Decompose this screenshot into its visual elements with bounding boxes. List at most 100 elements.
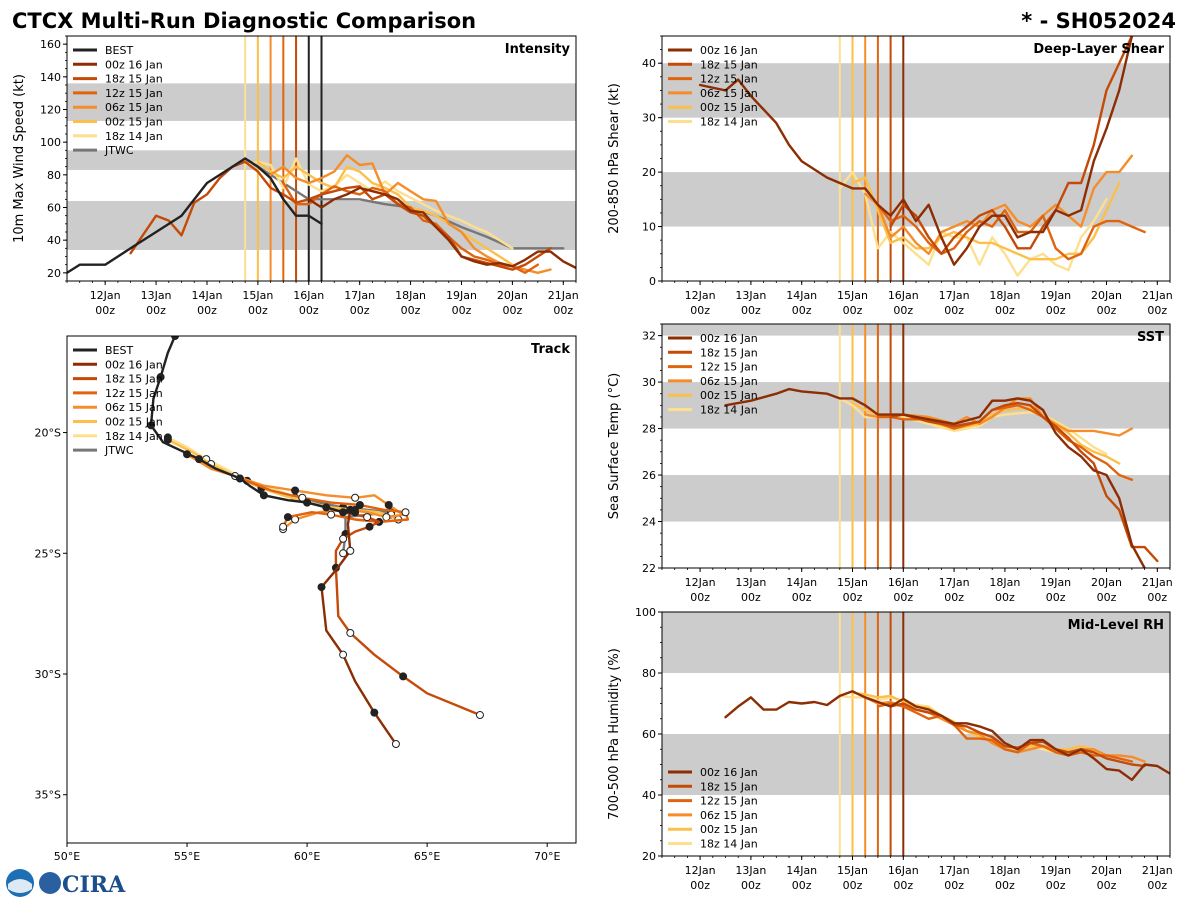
rh-xtick-label: 00z (1147, 879, 1167, 892)
track-ytick-label: 35°S (35, 789, 61, 802)
figure-title: CTCX Multi-Run Diagnostic Comparison (12, 9, 476, 33)
track-track-marker (259, 491, 268, 500)
rh-xtick-label: 15Jan (837, 864, 868, 877)
intensity-xtick-label: 00z (146, 304, 166, 317)
track-track-marker (351, 493, 360, 502)
intensity-xtick-label: 20Jan (497, 289, 528, 302)
track-track-marker (339, 534, 348, 543)
rh-xtick-label: 19Jan (1040, 864, 1071, 877)
intensity-xtick-label: 00z (401, 304, 421, 317)
shear-xtick-label: 00z (893, 304, 913, 317)
rh-title: Mid-Level RH (1068, 618, 1164, 633)
rh-ytick-label: 40 (642, 789, 656, 802)
shear-xtick-label: 00z (1046, 304, 1066, 317)
track-track-marker (195, 455, 204, 464)
track-ytick-label: 20°S (35, 427, 61, 440)
track-track-marker (401, 508, 410, 517)
track-series-18z-15-jan (325, 506, 482, 717)
shear-series-00z-16-jan (698, 36, 1134, 266)
track-track-marker (339, 508, 348, 517)
track-track-marker (303, 498, 312, 507)
intensity-xtick-label: 16Jan (293, 289, 324, 302)
intensity-legend-label: 18z 15 Jan (105, 73, 163, 86)
shear-xtick-label: 00z (1147, 304, 1167, 317)
track-track-marker (370, 708, 379, 717)
shear-xtick-label: 16Jan (888, 289, 919, 302)
track-xtick-label: 50°E (54, 850, 80, 863)
sst-xtick-label: 15Jan (837, 576, 868, 589)
shear-series-06z-15-jan (864, 154, 1134, 256)
rh-xtick-label: 17Jan (939, 864, 970, 877)
sst-xtick-label: 00z (944, 591, 964, 604)
rh-xtick-label: 14Jan (786, 864, 817, 877)
intensity-legend-label: 00z 15 Jan (105, 116, 163, 129)
track-title: Track (531, 342, 570, 357)
sst-xtick-label: 16Jan (888, 576, 919, 589)
shear-xtick-label: 00z (690, 304, 710, 317)
rh-legend-label: 06z 15 Jan (700, 809, 758, 822)
track-legend-label: 12z 15 Jan (105, 387, 163, 400)
track-xtick-label: 70°E (534, 850, 560, 863)
sst-xtick-label: 14Jan (786, 576, 817, 589)
shear-xtick-label: 00z (792, 304, 812, 317)
intensity-legend-label: 12z 15 Jan (105, 87, 163, 100)
track-legend-label: 00z 16 Jan (105, 358, 163, 371)
shear-ytick-label: 40 (642, 57, 656, 70)
intensity-series-00z-16-jan (307, 186, 576, 270)
rh-series-00z-16-jan (724, 690, 1170, 781)
intensity-xtick-label: 00z (95, 304, 115, 317)
rh-ytick-label: 100 (635, 606, 656, 619)
track-track-marker (327, 510, 336, 519)
shear-xtick-label: 00z (741, 304, 761, 317)
track-track-marker (363, 513, 372, 522)
track-track-marker (339, 549, 348, 558)
intensity-ytick-label: 80 (47, 169, 61, 182)
intensity-legend-label: BEST (105, 44, 133, 57)
shear-series-00z-15-jan (851, 176, 1121, 261)
sst-xtick-label: 00z (1046, 591, 1066, 604)
intensity-ylabel: 10m Max Wind Speed (kt) (12, 74, 27, 243)
track-xtick-label: 60°E (294, 850, 320, 863)
shear-xtick-label: 18Jan (989, 289, 1020, 302)
sst-panel: 22 24 26 28 30 32 12Jan 00z 13Jan 00z 14Jan 00z 15Ja… (607, 323, 1173, 604)
intensity-legend-label: JTWC (104, 144, 134, 157)
intensity-xtick-label: 17Jan (344, 289, 375, 302)
rh-ytick-label: 80 (642, 667, 656, 680)
track-track-marker (346, 628, 355, 637)
track-legend-label: 06z 15 Jan (105, 401, 163, 414)
sst-legend-label: 00z 15 Jan (700, 389, 758, 402)
shear-legend-label: 06z 15 Jan (700, 87, 758, 100)
shear-xtick-label: 00z (995, 304, 1015, 317)
intensity-xtick-label: 00z (197, 304, 217, 317)
shear-xtick-label: 19Jan (1040, 289, 1071, 302)
sst-series-00z-16-jan (724, 387, 1146, 568)
intensity-xtick-label: 00z (553, 304, 573, 317)
shear-legend-label: 18z 15 Jan (700, 58, 758, 71)
track-track-marker (317, 583, 326, 592)
shear-ytick-label: 10 (642, 221, 656, 234)
sst-band-2 (662, 324, 1170, 336)
sst-ytick-label: 30 (642, 376, 656, 389)
sst-xtick-label: 19Jan (1040, 576, 1071, 589)
sst-ytick-label: 28 (642, 423, 656, 436)
rh-plot-area (662, 612, 1170, 856)
intensity-ytick-label: 120 (40, 104, 61, 117)
rh-xtick-label: 00z (690, 879, 710, 892)
sst-legend-label: 00z 16 Jan (700, 332, 758, 345)
storm-id: * - SH052024 (1021, 9, 1176, 33)
intensity-ytick-label: 40 (47, 234, 61, 247)
track-track-marker (384, 501, 393, 509)
track-track-marker (279, 522, 288, 531)
rh-xtick-label: 21Jan (1142, 864, 1173, 877)
intensity-xtick-label: 19Jan (446, 289, 477, 302)
sst-legend-label: 18z 15 Jan (700, 346, 758, 359)
track-track-marker (339, 650, 348, 659)
rh-xtick-label: 12Jan (685, 864, 716, 877)
rh-ytick-label: 60 (642, 728, 656, 741)
rh-ytick-label: 20 (642, 850, 656, 863)
intensity-xtick-label: 00z (299, 304, 319, 317)
rh-xtick-label: 00z (1097, 879, 1117, 892)
intensity-series-00z-15-jan (256, 160, 514, 266)
sst-xtick-label: 00z (1147, 591, 1167, 604)
